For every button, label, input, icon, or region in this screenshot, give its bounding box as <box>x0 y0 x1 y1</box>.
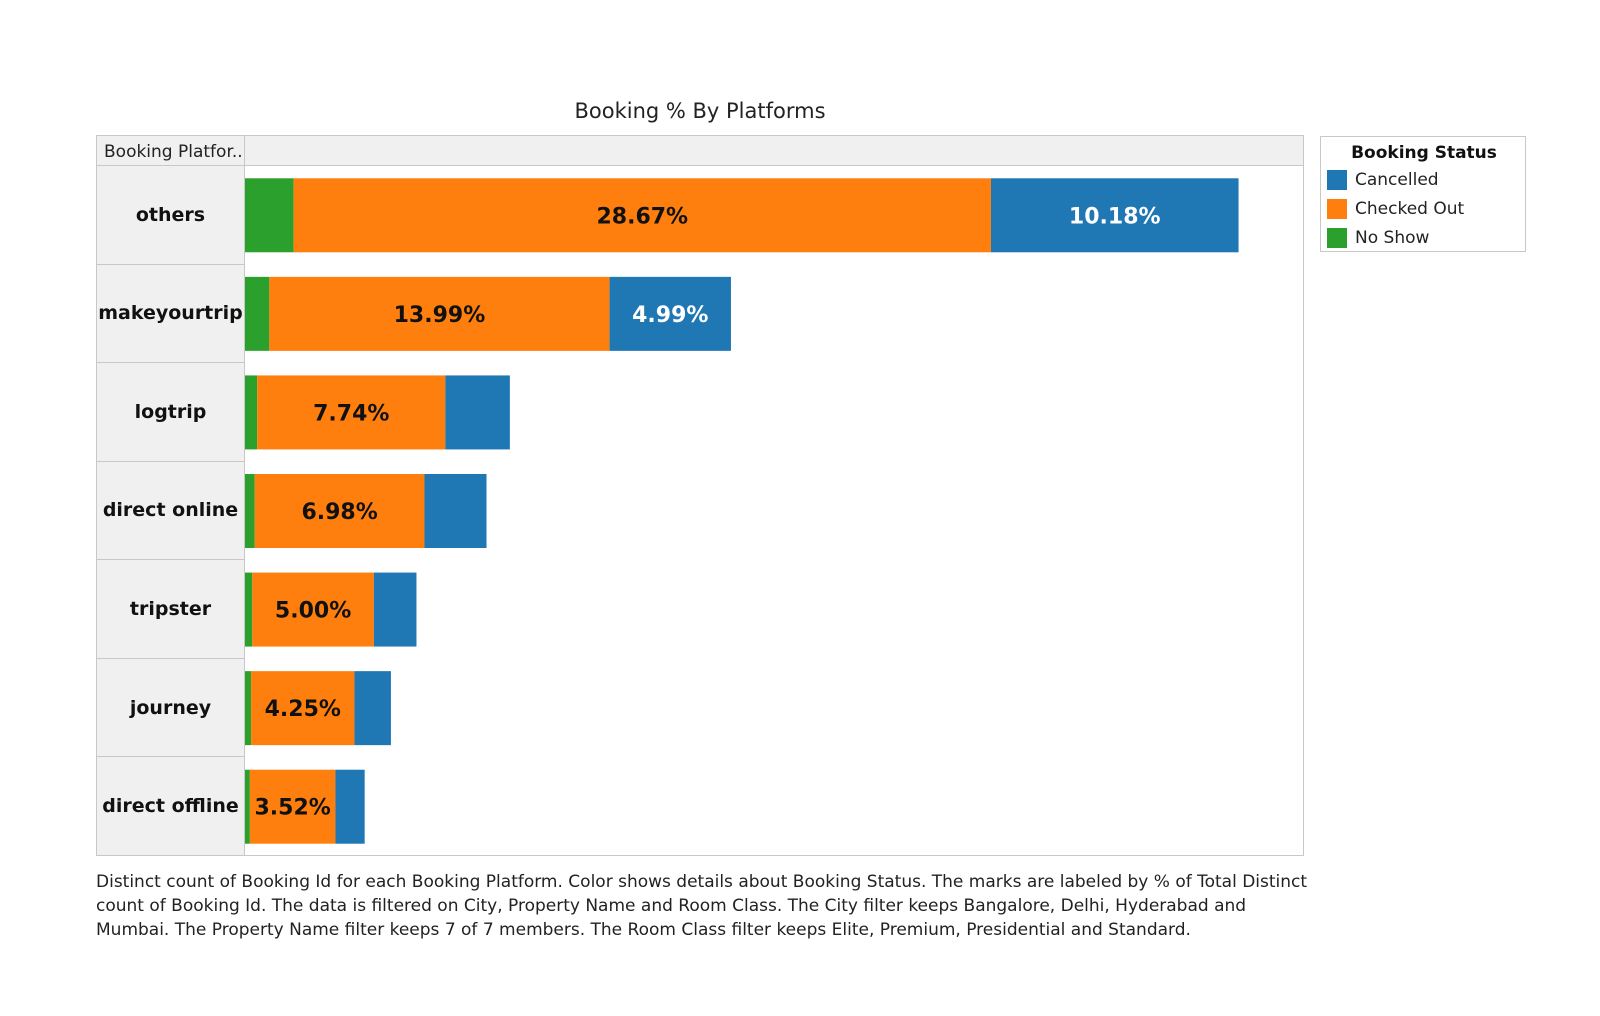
row-header-others[interactable]: others <box>96 166 245 265</box>
row-header-direct-online[interactable]: direct online <box>96 461 245 561</box>
row-header-journey[interactable]: journey <box>96 658 245 758</box>
bar-logtrip-cancelled[interactable] <box>445 375 510 450</box>
bar-journey-cancelled[interactable] <box>354 671 391 746</box>
bar-direct-offline-no-show[interactable] <box>245 769 250 844</box>
bar-direct-offline-cancelled[interactable] <box>335 769 365 844</box>
bar-direct-offline-checked-out[interactable] <box>249 769 336 844</box>
bar-logtrip-checked-out[interactable] <box>257 375 446 450</box>
bar-makeyourtrip-cancelled[interactable] <box>609 276 731 351</box>
data-label-others-checked-out: 28.67% <box>596 204 688 229</box>
legend-label: Checked Out <box>1355 199 1465 219</box>
bar-tripster-cancelled[interactable] <box>373 572 417 647</box>
data-label-others-cancelled: 10.18% <box>1069 204 1161 229</box>
bar-journey-checked-out[interactable] <box>251 671 355 746</box>
legend-item-checked-out[interactable]: Checked Out <box>1327 198 1464 220</box>
data-label-tripster-checked-out: 5.00% <box>275 599 351 624</box>
data-label-direct-offline-checked-out: 3.52% <box>255 796 331 821</box>
legend-swatch <box>1327 170 1347 190</box>
legend-item-no-show[interactable]: No Show <box>1327 227 1429 249</box>
legend-label: Cancelled <box>1355 170 1439 190</box>
legend-label: No Show <box>1355 228 1430 248</box>
row-header-makeyourtrip[interactable]: makeyourtrip <box>96 264 245 364</box>
chart-title: Booking % By Platforms <box>574 99 826 123</box>
bar-others-no-show[interactable] <box>245 178 294 253</box>
column-header-strip <box>96 135 1304 166</box>
bar-others-cancelled[interactable] <box>990 178 1239 253</box>
bar-journey-no-show[interactable] <box>245 671 252 746</box>
row-header-logtrip[interactable]: logtrip <box>96 363 245 462</box>
bar-direct-online-checked-out[interactable] <box>254 474 425 548</box>
data-label-logtrip-checked-out: 7.74% <box>313 401 389 426</box>
bar-makeyourtrip-no-show[interactable] <box>245 276 270 351</box>
chart-caption: Distinct count of Booking Id for each Bo… <box>96 872 1308 940</box>
bar-logtrip-no-show[interactable] <box>245 375 258 450</box>
legend-swatch <box>1327 228 1347 248</box>
row-headers: others makeyourtrip logtrip direct online tr… <box>96 166 245 856</box>
data-label-makeyourtrip-checked-out: 13.99% <box>394 303 486 328</box>
bar-tripster-no-show[interactable] <box>245 572 253 647</box>
data-label-direct-online-checked-out: 6.98% <box>301 500 377 525</box>
bar-direct-online-no-show[interactable] <box>245 474 255 548</box>
bar-makeyourtrip-checked-out[interactable] <box>269 276 610 351</box>
row-header-direct-offline[interactable]: direct offline <box>96 757 245 856</box>
data-label-journey-checked-out: 4.25% <box>265 697 341 722</box>
legend-swatch <box>1327 199 1347 219</box>
legend: Booking Status Cancelled Checked Out No Sh… <box>1320 136 1526 252</box>
data-label-makeyourtrip-cancelled: 4.99% <box>632 303 708 328</box>
bar-tripster-checked-out[interactable] <box>252 572 374 647</box>
bar-direct-online-cancelled[interactable] <box>424 474 487 548</box>
legend-item-cancelled[interactable]: Cancelled <box>1327 169 1439 191</box>
row-header-title[interactable]: Booking Platfor.. <box>96 135 245 166</box>
row-header-tripster[interactable]: tripster <box>96 560 245 659</box>
legend-title: Booking Status <box>1351 143 1497 163</box>
bar-others-checked-out[interactable] <box>293 178 991 253</box>
